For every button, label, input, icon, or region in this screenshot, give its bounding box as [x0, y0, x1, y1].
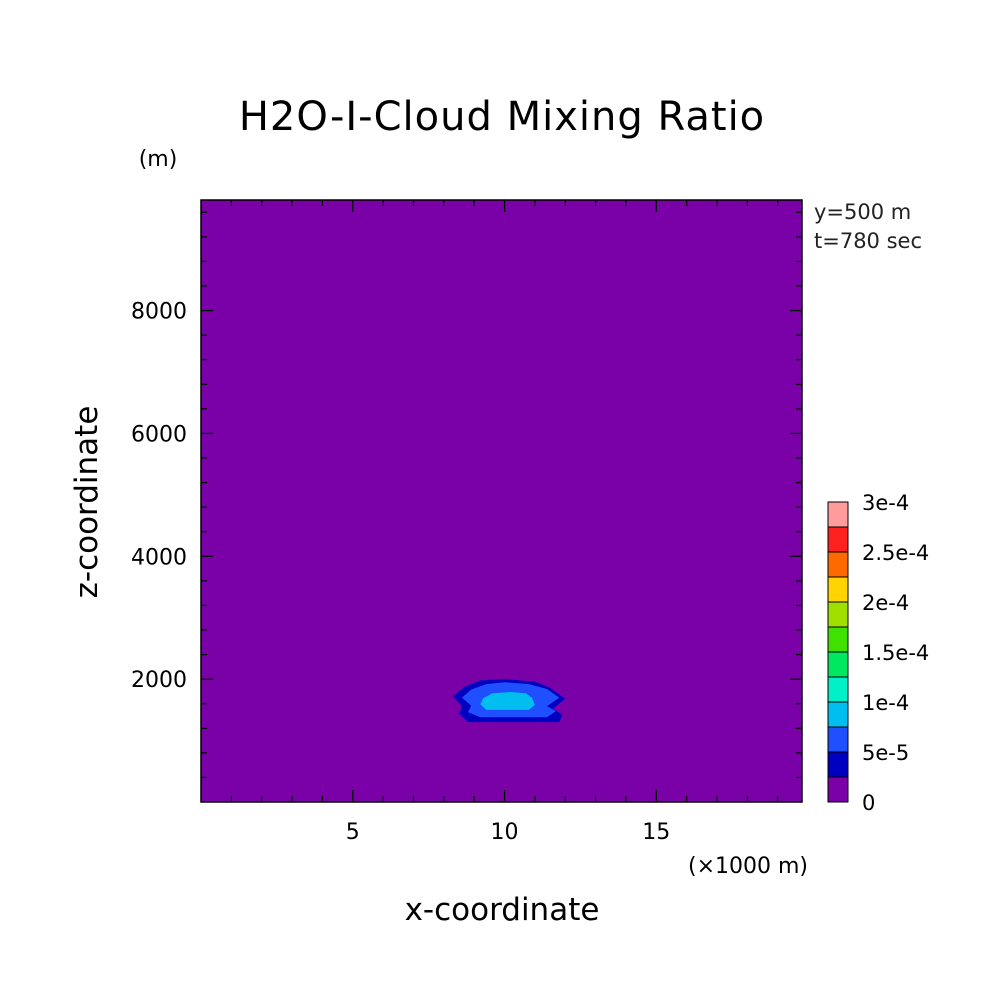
colorbar-swatch [827, 626, 849, 653]
colorbar: 0 5e-5 1e-4 1.5e-4 2e-4 2.5e-4 3e-4 [827, 491, 929, 815]
chart-title: H2O-I-Cloud Mixing Ratio [239, 94, 765, 140]
colorbar-swatch [827, 526, 849, 553]
plot-area [200, 199, 803, 803]
y-tick-label: 4000 [131, 545, 187, 570]
y-axis-label: z-coordinate [69, 406, 105, 599]
colorbar-label: 0 [862, 791, 875, 815]
y-unit-label: (m) [139, 147, 178, 172]
x-tick-label: 10 [491, 820, 519, 845]
x-tick-labels: 5 10 15 [346, 820, 671, 845]
colorbar-swatch [827, 501, 849, 528]
contour-level-2 [480, 692, 535, 710]
colorbar-swatch [827, 651, 849, 678]
colorbar-swatch [827, 551, 849, 578]
plot-frame [200, 199, 803, 803]
colorbar-label: 5e-5 [862, 741, 909, 765]
colorbar-swatch [827, 576, 849, 603]
x-unit-label: (×1000 m) [688, 854, 808, 879]
x-tick-label: 5 [346, 820, 360, 845]
colorbar-label: 1e-4 [862, 691, 909, 715]
colorbar-label: 2e-4 [862, 591, 909, 615]
y-tick-labels: 2000 4000 6000 8000 [131, 300, 187, 694]
axis-ticks [201, 200, 802, 802]
annotation-y-position: y=500 m [814, 200, 911, 224]
colorbar-label: 1.5e-4 [862, 641, 929, 665]
colorbar-swatch [827, 726, 849, 753]
colorbar-swatch [827, 751, 849, 778]
colorbar-label: 2.5e-4 [862, 541, 929, 565]
colorbar-swatch [827, 776, 849, 803]
colorbar-swatch [827, 601, 849, 628]
x-axis-label: x-coordinate [405, 892, 600, 928]
colorbar-swatch [827, 701, 849, 728]
y-tick-label: 2000 [131, 668, 187, 693]
colorbar-label: 3e-4 [862, 491, 909, 515]
y-tick-label: 8000 [131, 300, 187, 325]
contour-layer [452, 679, 566, 723]
annotation-time: t=780 sec [814, 229, 922, 253]
colorbar-swatch [827, 676, 849, 703]
y-tick-label: 6000 [131, 422, 187, 447]
x-tick-label: 15 [642, 820, 670, 845]
